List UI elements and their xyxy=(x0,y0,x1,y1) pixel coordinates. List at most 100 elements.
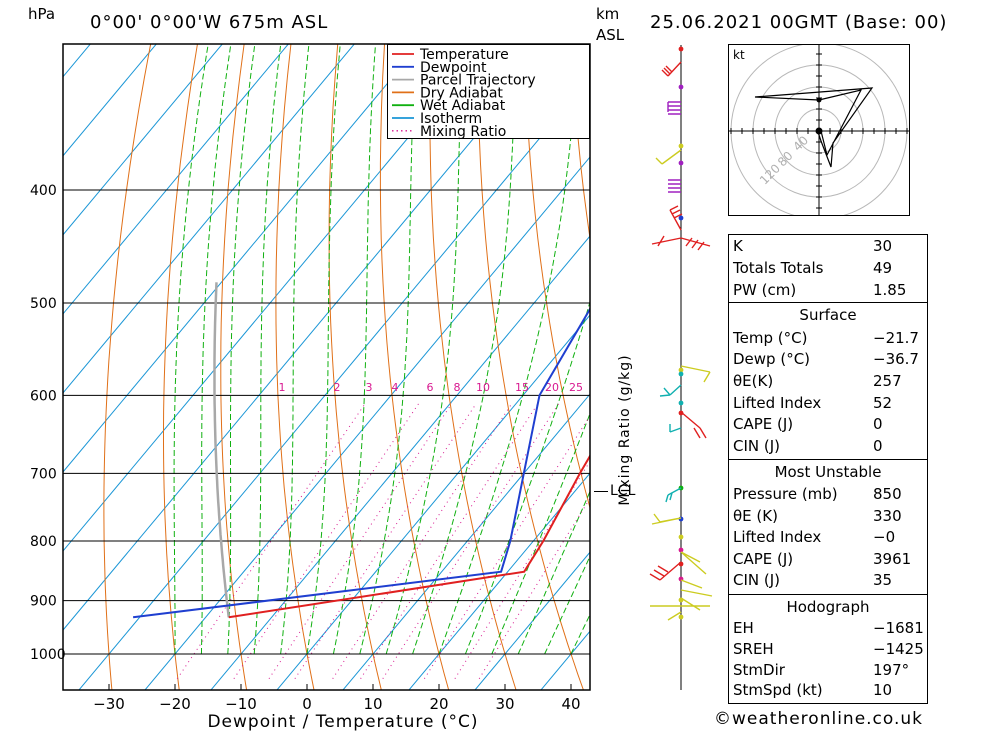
wind-level-marker xyxy=(678,371,684,377)
dry-adiabat-line xyxy=(275,44,315,690)
dewpoint-line xyxy=(132,307,590,619)
pressure-tick-label: 900 xyxy=(30,594,57,610)
legend-entry: Dry Adiabat xyxy=(420,85,503,101)
wind-level-marker xyxy=(678,614,684,620)
wind-barb xyxy=(659,384,682,397)
legend-entry: Isotherm xyxy=(420,111,482,127)
isotherm-line xyxy=(63,44,158,157)
temperature-line xyxy=(228,454,590,619)
hodograph-ring-label: 40 xyxy=(790,133,811,154)
surface-row: CAPE (J) 0 xyxy=(733,415,883,433)
mixing-ratio-label: 10 xyxy=(476,381,490,394)
most-unstable-row: CAPE (J) 3961 xyxy=(733,550,912,568)
legend-entry: Parcel Trajectory xyxy=(420,73,536,89)
surface-panel: Surface Temp (°C) −21.7 Dewp (°C) −36.7 θE… xyxy=(728,302,928,460)
isotherm-line xyxy=(597,0,600,702)
mixing-ratio-label: 8 xyxy=(454,381,461,394)
dry-adiabat-line xyxy=(477,44,584,690)
mixing-ratio-label: 6 xyxy=(427,381,434,394)
wind-barb xyxy=(655,149,682,165)
isotherm-line xyxy=(63,44,92,78)
x-tick-label: 0 xyxy=(302,695,312,713)
pressure-tick-label: 700 xyxy=(30,466,57,482)
hodograph-row: StmSpd (kt) 10 xyxy=(733,681,893,699)
wind-level-marker xyxy=(678,215,684,221)
wet-adiabat-line xyxy=(173,44,209,654)
pressure-tick-label: 800 xyxy=(30,534,57,550)
wet-adiabat-line xyxy=(200,44,232,655)
dry-adiabat-line xyxy=(379,44,450,690)
mixing-ratio-label: 2 xyxy=(334,381,341,394)
legend-entry: Mixing Ratio xyxy=(420,124,506,138)
wind-level-marker xyxy=(678,160,684,166)
x-tick-label: 20 xyxy=(429,695,448,713)
wet-adiabat-line xyxy=(332,44,377,655)
isotherm-line xyxy=(408,472,590,690)
mixing-ratio-label: 15 xyxy=(515,381,529,394)
parcel-trajectory-line xyxy=(213,282,231,618)
hodograph-table-title: Hodograph xyxy=(786,598,870,616)
dry-adiabat-line xyxy=(524,44,590,510)
index-row: K 30 xyxy=(733,237,893,255)
surface-row: CIN (J) 0 xyxy=(733,437,883,455)
hodograph-row: SREH −1425 xyxy=(733,640,924,658)
wind-barb xyxy=(665,487,682,503)
wind-level-marker xyxy=(678,400,684,406)
wet-adiabat-line xyxy=(412,44,517,655)
hodograph-marker xyxy=(816,97,822,103)
copyright-link[interactable]: ©weatheronline.co.uk xyxy=(714,709,924,729)
surface-row: θE(K) 257 xyxy=(733,372,902,390)
mixing-ratio-line xyxy=(454,460,590,679)
wind-level-marker xyxy=(678,547,684,553)
wet-adiabat-line xyxy=(464,300,590,655)
dry-adiabat-line xyxy=(571,44,590,242)
wind-barb xyxy=(651,513,682,525)
index-row: PW (cm) 1.85 xyxy=(733,281,907,299)
wet-adiabat-line xyxy=(227,44,256,655)
most-unstable-panel: Most Unstable Pressure (mb) 850 θE (K) 330… xyxy=(728,459,928,595)
wind-barb-column xyxy=(649,45,713,690)
lcl-tick xyxy=(594,491,608,492)
surface-title: Surface xyxy=(799,306,857,324)
lcl-label: LCL xyxy=(610,483,636,499)
x-tick-label: 30 xyxy=(495,695,514,713)
mixing-ratio-label: 1 xyxy=(279,381,286,394)
isotherm-line xyxy=(63,44,356,394)
pressure-tick-label: 500 xyxy=(30,296,57,312)
mixing-ratio-label: 20 xyxy=(545,381,559,394)
wind-barb xyxy=(667,101,681,115)
hodograph-row: StmDir 197° xyxy=(733,661,910,679)
wind-level-marker xyxy=(678,143,684,149)
mixing-ratio-line xyxy=(294,403,477,679)
wind-level-marker xyxy=(678,84,684,90)
surface-row: Dewp (°C) −36.7 xyxy=(733,350,919,368)
isotherm-line xyxy=(276,314,590,690)
isotherm-line xyxy=(342,393,590,690)
x-tick-label: −20 xyxy=(159,695,191,713)
index-panel-top: K 30 Totals Totals 49 PW (cm) 1.85 xyxy=(728,234,928,303)
dry-adiabat-line xyxy=(163,44,198,690)
legend-entry: Dewpoint xyxy=(420,60,487,76)
isotherm-line xyxy=(63,44,290,315)
dry-adiabat-line xyxy=(328,44,382,690)
most-unstable-row: θE (K) 330 xyxy=(733,507,902,525)
legend: Temperature Dewpoint Parcel Trajectory Dry … xyxy=(387,44,590,140)
wind-barb xyxy=(680,551,713,597)
surface-row: Temp (°C) −21.7 xyxy=(733,329,919,347)
wet-adiabat-line xyxy=(491,412,590,655)
most-unstable-row: Lifted Index −0 xyxy=(733,528,896,546)
wind-barb xyxy=(661,61,682,77)
hodograph-unit: kt xyxy=(733,48,745,62)
isotherm-line xyxy=(474,551,590,690)
hodograph-marker xyxy=(815,127,823,135)
hodograph-row: EH −1681 xyxy=(733,619,924,637)
mixing-ratio-label: 25 xyxy=(569,381,583,394)
isotherm-line xyxy=(63,44,422,473)
wind-barb xyxy=(649,561,682,581)
asl-unit-label: ASL xyxy=(596,26,625,44)
wind-level-marker xyxy=(678,410,684,416)
wind-barb xyxy=(669,424,682,433)
datetime-title: 25.06.2021 00GMT (Base: 00) xyxy=(650,12,948,33)
dry-adiabat-line xyxy=(220,44,248,690)
